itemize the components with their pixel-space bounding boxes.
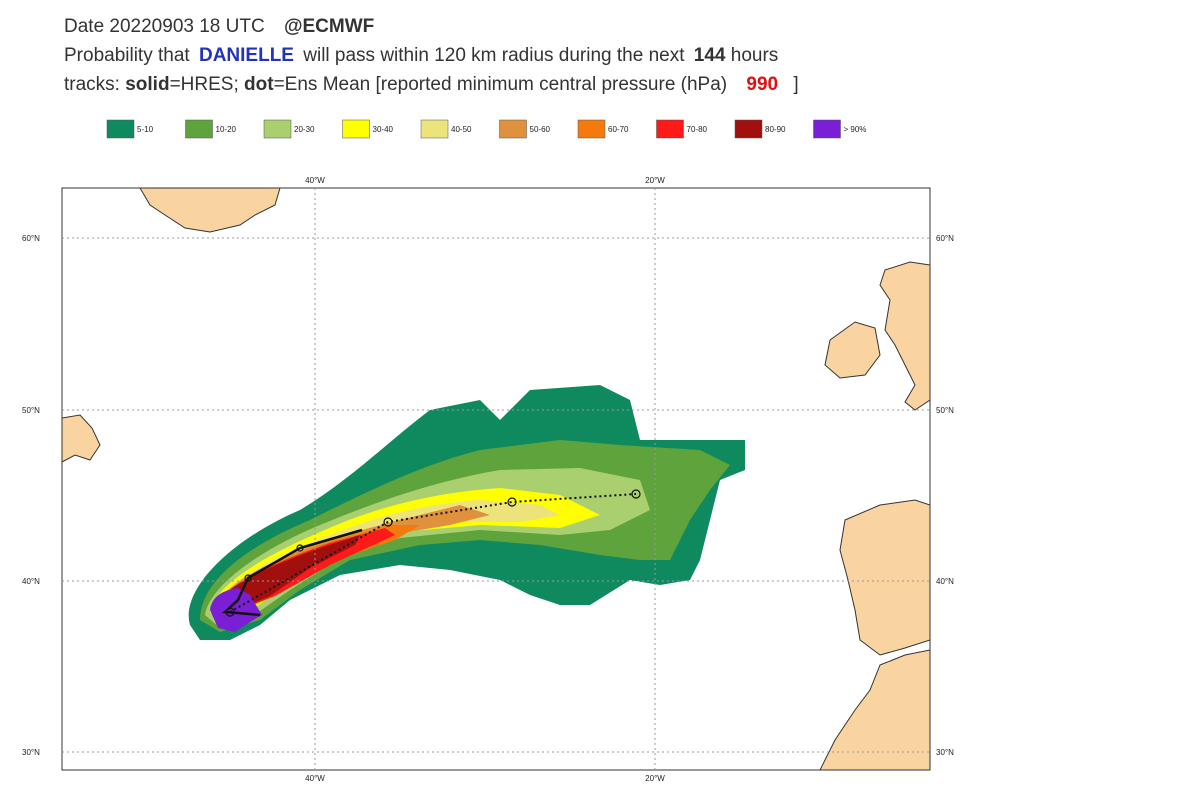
contour — [219, 535, 360, 612]
legend-label: 60-70 — [608, 125, 629, 134]
text: solid — [125, 74, 169, 95]
lat-label: 30°N — [22, 748, 40, 757]
lat-label: 50°N — [22, 406, 40, 415]
british-isles — [824, 261, 930, 411]
legend-swatch — [185, 119, 213, 139]
legend-label: 20-30 — [294, 125, 315, 134]
header-line: tracks: solid=HRES; dot=Ens Mean [report… — [64, 74, 799, 95]
track-markers — [225, 489, 641, 617]
lat-label: 30°N — [936, 748, 954, 757]
iberia — [839, 499, 930, 656]
legend-label: 40-50 — [451, 125, 472, 134]
header-line: Probability that DANIELLE will pass with… — [64, 45, 778, 66]
legend-label: > 90% — [844, 125, 867, 134]
legend-swatch — [734, 119, 763, 139]
legend-swatch — [106, 119, 135, 139]
text: =Ens Mean [reported minimum central pres… — [274, 74, 728, 95]
greenland — [139, 188, 281, 233]
axis-labels: 40°W 40°W 20°W 20°W 60°N 60°N 50°N 50°N 40°N 40°N… — [22, 176, 954, 783]
legend-swatch — [813, 119, 841, 139]
text: tracks: — [64, 74, 120, 95]
legend-swatch — [263, 119, 292, 139]
legend-label: 5-10 — [137, 125, 154, 134]
lon-label: 20°W — [645, 176, 665, 185]
text: dot — [244, 74, 274, 95]
lon-label: 20°W — [645, 774, 665, 783]
lat-label: 50°N — [936, 406, 954, 415]
hours: 144 — [694, 45, 726, 66]
lon-label: 40°W — [305, 176, 325, 185]
legend-label: 30-40 — [373, 125, 394, 134]
legend-swatch — [499, 119, 527, 139]
text: ] — [793, 74, 798, 95]
lat-label: 60°N — [22, 234, 40, 243]
text: =HRES; — [170, 74, 239, 95]
date: Date 20220903 18 UTC — [64, 16, 265, 37]
text: hours — [731, 45, 779, 66]
legend-swatch — [342, 119, 370, 139]
header-line: Date 20220903 18 UTC @ECMWF — [64, 16, 374, 37]
lat-label: 40°N — [22, 577, 40, 586]
hres-track — [222, 528, 363, 617]
text: Probability that — [64, 45, 190, 66]
source: @ECMWF — [284, 16, 374, 37]
contour — [210, 588, 262, 632]
lat-label: 40°N — [936, 577, 954, 586]
newfoundland — [62, 414, 101, 463]
legend-swatch — [420, 119, 449, 139]
probability-contours — [188, 385, 745, 640]
pressure: 990 — [746, 74, 778, 95]
lat-label: 60°N — [936, 234, 954, 243]
legend: 5-10 10-20 20-30 30-40 40-50 50-60 60-70 70-80 8… — [106, 119, 867, 139]
ens-mean-track — [229, 493, 637, 613]
legend-label: 80-90 — [765, 125, 786, 134]
storm-name: DANIELLE — [199, 45, 294, 66]
map-frame — [61, 187, 931, 771]
legend-label: 10-20 — [216, 125, 237, 134]
text: will pass within 120 km radius during th… — [302, 45, 685, 66]
legend-swatch — [577, 119, 606, 139]
legend-swatch — [656, 119, 684, 139]
legend-label: 50-60 — [530, 125, 551, 134]
africa — [819, 649, 930, 770]
lon-label: 40°W — [305, 774, 325, 783]
legend-label: 70-80 — [687, 125, 708, 134]
